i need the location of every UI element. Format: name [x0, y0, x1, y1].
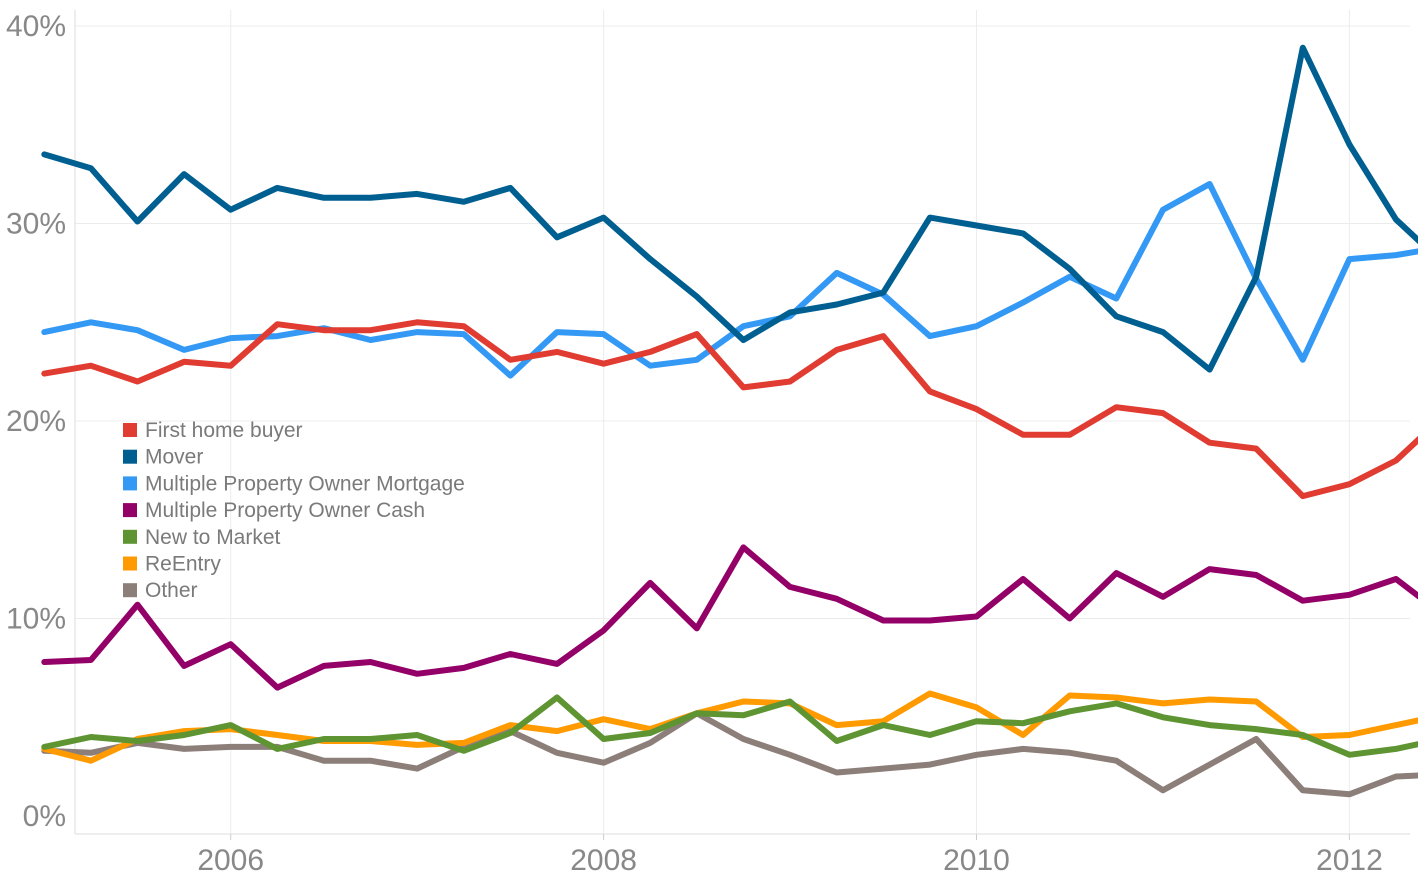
x-tick-label: 2006	[197, 844, 264, 877]
legend-swatch	[123, 449, 137, 464]
series-line-other	[41, 710, 1418, 798]
axis-layer: 0%10%20%30%40%20062008201020122014201620…	[6, 10, 1410, 877]
series-line-multiple-property-owner-mortgage	[41, 181, 1418, 379]
legend-swatch	[123, 476, 137, 491]
legend-label: Multiple Property Owner Mortgage	[145, 472, 465, 495]
legend-label: Mover	[145, 446, 203, 469]
legend-swatch	[123, 556, 137, 571]
legend: First home buyer Mover Multiple Property O…	[123, 419, 465, 602]
legend-swatch	[123, 583, 137, 598]
series-line-first-home-buyer	[41, 319, 1418, 500]
legend-swatch	[123, 529, 137, 544]
y-tick-label: 0%	[23, 800, 66, 833]
y-tick-label: 30%	[6, 208, 66, 241]
legend-label: Other	[145, 579, 198, 602]
legend-label: ReEntry	[145, 553, 221, 576]
legend-item-new-to-market[interactable]: New to Market	[123, 526, 281, 549]
legend-swatch	[123, 503, 137, 518]
series-layer	[41, 44, 1418, 798]
y-tick-label: 10%	[6, 603, 66, 636]
series-line-multiple-property-owner-cash	[41, 544, 1418, 691]
legend-item-other[interactable]: Other	[123, 579, 198, 602]
legend-label: First home buyer	[145, 419, 303, 442]
legend-item-reentry[interactable]: ReEntry	[123, 553, 221, 576]
y-tick-label: 40%	[6, 10, 66, 43]
legend-swatch	[123, 423, 137, 437]
x-tick-label: 2012	[1316, 844, 1383, 877]
series-line-new-to-market	[41, 694, 1418, 758]
grid-layer	[75, 10, 1410, 834]
legend-item-first-home-buyer[interactable]: First home buyer	[123, 419, 303, 442]
legend-item-multiple-property-owner-cash[interactable]: Multiple Property Owner Cash	[123, 499, 425, 522]
series-line-mover	[41, 44, 1418, 373]
legend-label: New to Market	[145, 526, 281, 549]
x-tick-label: 2008	[570, 844, 637, 877]
y-tick-label: 20%	[6, 405, 66, 438]
x-tick-label: 2010	[943, 844, 1010, 877]
legend-label: Multiple Property Owner Cash	[145, 499, 425, 522]
legend-item-multiple-property-owner-mortgage[interactable]: Multiple Property Owner Mortgage	[123, 472, 465, 495]
legend-item-mover[interactable]: Mover	[123, 446, 203, 469]
